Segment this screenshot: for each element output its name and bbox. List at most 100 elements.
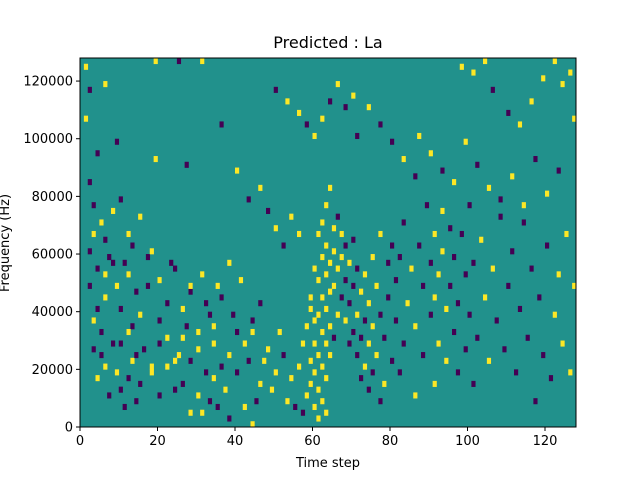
heatmap-cell-high	[165, 363, 170, 370]
heatmap-cell-low	[130, 323, 135, 330]
heatmap-cell-low	[463, 346, 468, 353]
heatmap-cell-high	[409, 265, 414, 272]
heatmap-cell-low	[463, 271, 468, 278]
heatmap-cell-low	[95, 305, 100, 312]
heatmap-cell-high	[114, 282, 120, 289]
heatmap-cell-low	[173, 386, 178, 393]
y-tick-label: 40000	[32, 305, 73, 320]
heatmap-cell-low	[281, 242, 286, 249]
heatmap-cell-low	[300, 409, 306, 416]
heatmap-cell-high	[285, 98, 290, 105]
heatmap-cell-low	[521, 219, 526, 226]
heatmap-cell-high	[320, 254, 325, 261]
heatmap-cell-high	[316, 311, 321, 318]
heatmap-cell-high	[320, 398, 325, 405]
heatmap-cell-low	[266, 207, 271, 214]
heatmap-cell-low	[537, 294, 542, 301]
heatmap-cell-high	[103, 363, 108, 370]
heatmap-cell-high	[312, 265, 317, 272]
heatmap-cell-low	[440, 167, 445, 174]
heatmap-cell-low	[506, 109, 511, 116]
heatmap-cell-high	[126, 328, 131, 336]
heatmap-cell-low	[452, 254, 457, 261]
x-axis: 0 20 40 60 80 100 120	[76, 427, 557, 449]
heatmap-cell-high	[324, 242, 329, 249]
heatmap-cell-high	[517, 121, 523, 128]
heatmap-cell-low	[250, 317, 255, 324]
heatmap-cell-low	[390, 357, 395, 364]
heatmap-cell-low	[258, 300, 263, 307]
heatmap-cell-low	[188, 357, 193, 364]
heatmap-cell-low	[448, 225, 453, 232]
heatmap-cell-high	[200, 409, 205, 416]
x-tick-label: 80	[382, 434, 399, 449]
heatmap-cell-high	[103, 81, 108, 88]
heatmap-cell-low	[103, 236, 108, 243]
heatmap-cell-low	[428, 311, 433, 318]
heatmap-cell-high	[359, 288, 364, 295]
heatmap-cell-low	[145, 282, 151, 289]
heatmap-cell-low	[343, 242, 348, 249]
heatmap-cell-low	[87, 248, 92, 255]
heatmap-cell-high	[308, 294, 313, 301]
heatmap-cell-low	[273, 86, 278, 93]
heatmap-cell-low	[517, 305, 523, 312]
heatmap-cell-low	[118, 305, 123, 312]
heatmap-cell-low	[114, 138, 120, 145]
heatmap-cell-high	[103, 271, 108, 278]
heatmap-cell-low	[471, 259, 476, 266]
heatmap-cell-low	[421, 282, 426, 289]
heatmap-cell-high	[324, 409, 329, 416]
heatmap-cell-low	[293, 403, 298, 411]
heatmap-cell-high	[165, 334, 170, 341]
heatmap-cell-low	[417, 242, 422, 249]
heatmap-cell-high	[370, 323, 375, 330]
chart-title: Predicted : La	[273, 33, 382, 52]
heatmap-cell-low	[386, 294, 391, 301]
heatmap-cell-high	[200, 271, 205, 278]
heatmap-cell-high	[126, 230, 131, 238]
heatmap-cell-high	[91, 317, 96, 324]
heatmap-cell-low	[157, 317, 162, 324]
heatmap-cell-low	[180, 380, 185, 387]
heatmap-cell-high	[432, 294, 437, 301]
heatmap-cell-low	[335, 213, 340, 220]
heatmap-cell-low	[393, 317, 399, 324]
heatmap-cell-high	[324, 375, 329, 382]
heatmap-cell-high	[568, 369, 573, 376]
heatmap-cell-high	[362, 363, 368, 370]
heatmap-cell-high	[483, 58, 488, 65]
y-tick-label: 120000	[23, 75, 73, 90]
heatmap-cell-high	[568, 69, 573, 76]
heatmap-cell-low	[145, 254, 151, 261]
heatmap-cell-low	[130, 242, 135, 249]
heatmap-cell-high	[114, 369, 120, 376]
heatmap-cell-high	[238, 277, 244, 284]
heatmap-cell-low	[421, 352, 426, 359]
heatmap-cell-high	[343, 317, 348, 324]
heatmap-cell-low	[118, 386, 123, 393]
heatmap-cell-low	[545, 242, 550, 249]
heatmap-cell-high	[304, 323, 309, 330]
plot-frame	[79, 57, 577, 428]
heatmap-cell-high	[250, 328, 255, 336]
heatmap-cell-high	[262, 357, 267, 364]
heatmap-cell-high	[432, 230, 437, 238]
heatmap-cell-high	[440, 248, 445, 255]
heatmap-cell-high	[366, 104, 371, 111]
heatmap-cell-high	[153, 58, 158, 65]
heatmap-cell-high	[83, 115, 89, 122]
heatmap-cell-low	[452, 328, 457, 336]
heatmap-cell-high	[227, 352, 232, 359]
heatmap-cell-low	[378, 121, 383, 128]
heatmap-cell-high	[382, 380, 387, 387]
heatmap-cell-high	[308, 305, 313, 312]
heatmap-cell-high	[196, 328, 201, 336]
heatmap-cell-low	[355, 265, 360, 272]
heatmap-cell-high	[138, 213, 143, 220]
x-tick-label: 100	[455, 434, 480, 449]
heatmap-cell-high	[297, 109, 302, 116]
heatmap-cell-high	[83, 63, 89, 70]
heatmap-cell-high	[405, 300, 410, 307]
heatmap-cell-high	[366, 300, 371, 307]
